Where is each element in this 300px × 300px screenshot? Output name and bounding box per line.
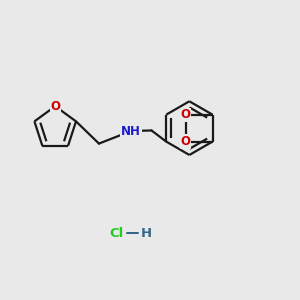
Text: H: H	[141, 226, 152, 240]
Text: O: O	[181, 108, 191, 121]
Text: Cl: Cl	[110, 226, 124, 240]
Text: O: O	[50, 100, 60, 113]
Text: NH: NH	[121, 124, 141, 137]
Text: O: O	[181, 135, 191, 148]
